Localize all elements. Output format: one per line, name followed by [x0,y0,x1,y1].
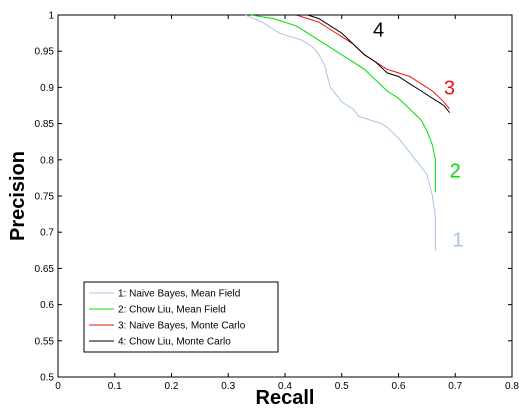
y-tick-label: 0.7 [40,228,54,239]
series-tags: 1 2 3 4 [373,19,464,251]
x-tick-label: 0.6 [392,381,406,392]
series-line-2 [250,14,436,193]
y-tick-label: 0.6 [40,300,54,311]
y-tick-label: 0.8 [40,155,54,166]
legend-entry-3: 3: Naive Bayes, Monte Carlo [118,321,246,332]
legend-entry-1: 1: Naive Bayes, Mean Field [118,289,240,300]
y-tick-label: 0.5 [40,373,54,384]
x-tick-label: 0.5 [335,381,349,392]
legend: 1: Naive Bayes, Mean Field 2: Chow Liu, M… [83,281,279,353]
series-tag-1: 1 [452,229,463,251]
x-tick-label: 0.1 [108,381,122,392]
y-tick-label: 0.9 [40,83,54,94]
y-tick-label: 0.85 [35,119,55,130]
x-tick-label: 0.8 [505,381,519,392]
y-tick-label: 0.75 [35,192,55,203]
legend-entry-4: 4: Chow Liu, Monte Carlo [118,337,231,348]
x-tick-label: 0.4 [278,381,292,392]
series-line-1 [245,14,436,251]
y-axis-title: Precision [7,151,29,241]
series-tag-3: 3 [444,77,455,99]
x-tick-label: 0.7 [448,381,462,392]
y-tick-label: 0.55 [35,336,55,347]
x-tick-label: 0.2 [165,381,179,392]
axis-ticks: 0 0.1 0.2 0.3 0.4 0.5 0.6 0.7 0.8 0.5 0.55 0.6 0.65 0… [35,11,519,393]
series-tag-4: 4 [373,19,384,41]
y-tick-label: 0.95 [35,47,55,58]
x-tick-label: 0 [55,381,61,392]
series-line-4 [285,14,450,114]
x-axis-title: Recall [256,387,315,409]
curves [245,14,450,251]
legend-entry-2: 2: Chow Liu, Mean Field [118,305,226,316]
y-tick-label: 0.65 [35,264,55,275]
y-tick-label: 1 [48,11,54,22]
legend-box [83,281,279,353]
x-tick-label: 0.3 [221,381,235,392]
series-tag-2: 2 [450,161,461,183]
